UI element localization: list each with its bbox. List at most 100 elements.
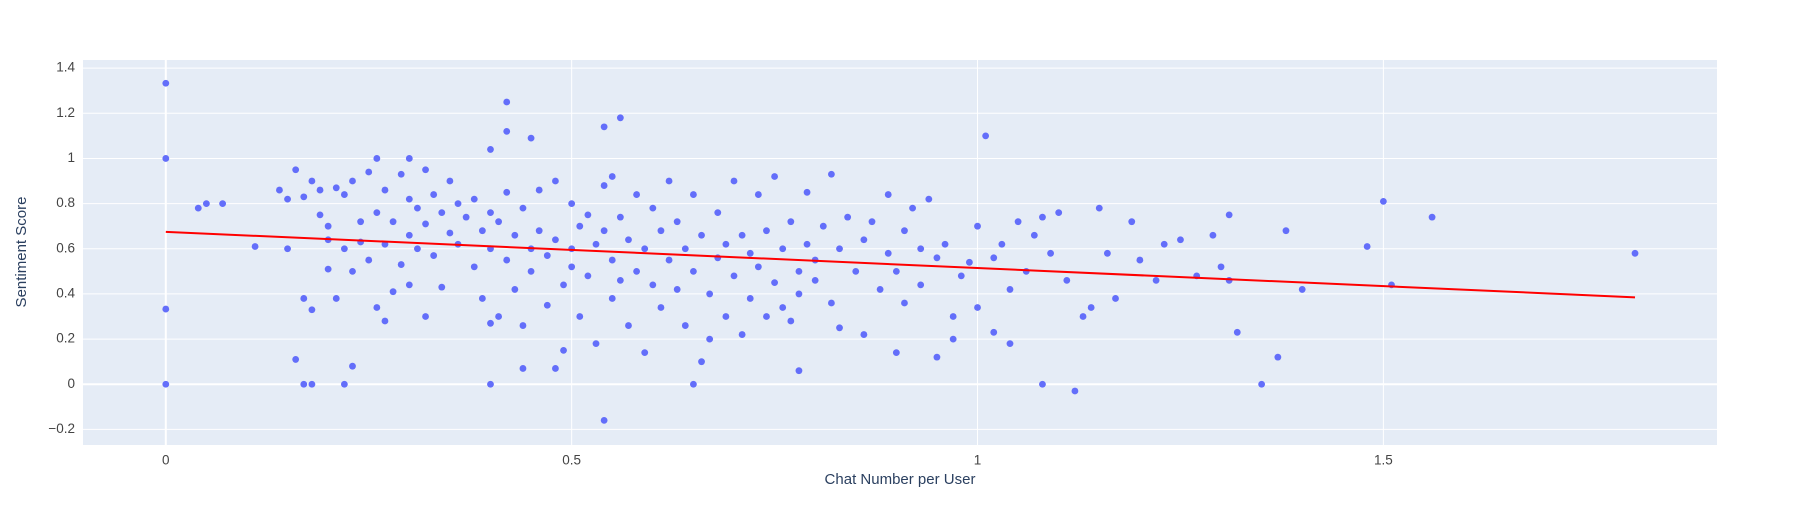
scatter-point	[957, 272, 965, 280]
scatter-point	[340, 245, 348, 253]
scatter-point	[470, 263, 478, 271]
scatter-point	[503, 188, 511, 196]
scatter-point	[292, 166, 300, 174]
scatter-point	[706, 335, 714, 343]
y-tick-label: 1	[67, 150, 75, 165]
scatter-point	[698, 358, 705, 366]
scatter-point	[1071, 387, 1079, 395]
scatter-point	[292, 356, 300, 363]
scatter-point	[414, 245, 421, 253]
scatter-point	[836, 245, 843, 253]
scatter-point	[568, 200, 576, 208]
trend-line	[165, 230, 1636, 299]
scatter-point	[454, 200, 462, 208]
scatter-point	[568, 245, 576, 253]
scatter-point	[1363, 243, 1371, 250]
scatter-point	[803, 188, 811, 196]
scatter-point	[714, 209, 722, 217]
scatter-point	[665, 177, 673, 185]
scatter-point	[446, 177, 454, 185]
scatter-point	[649, 281, 657, 289]
scatter-point	[332, 184, 340, 192]
scatter-point	[771, 173, 778, 180]
scatter-point	[901, 227, 908, 235]
scatter-point	[462, 213, 470, 221]
scatter-point	[470, 195, 478, 203]
scatter-point	[763, 227, 770, 235]
scatter-point	[576, 222, 584, 230]
scatter-point	[487, 319, 494, 327]
plot-background	[83, 60, 1717, 445]
scatter-point	[535, 227, 543, 235]
scatter-point	[966, 258, 973, 266]
y-tick-label: 0.6	[56, 240, 75, 255]
scatter-point	[779, 304, 787, 311]
scatter-point	[373, 304, 381, 311]
scatter-point	[690, 380, 697, 388]
scatter-point	[600, 227, 608, 235]
scatter-point	[1039, 213, 1046, 221]
scatter-point	[860, 236, 868, 244]
scatter-point	[608, 173, 616, 180]
scatter-point	[478, 295, 486, 302]
scatter-point	[592, 240, 600, 248]
scatter-point	[527, 134, 535, 142]
scatter-point	[381, 186, 389, 194]
scatter-point	[324, 265, 332, 273]
scatter-point	[1055, 209, 1063, 217]
scatter-point	[828, 170, 835, 178]
scatter-point	[722, 240, 730, 248]
scatter-point	[1209, 231, 1217, 239]
scatter-point	[1128, 218, 1136, 226]
scatter-point	[1152, 276, 1160, 284]
scatter-point	[300, 295, 308, 302]
scatter-point	[560, 346, 567, 354]
scatter-point	[795, 367, 803, 375]
scatter-point	[592, 340, 600, 348]
scatter-point	[162, 79, 170, 87]
scatter-point	[681, 245, 689, 253]
scatter-point	[495, 313, 503, 320]
scatter-point	[446, 229, 454, 237]
scatter-point	[738, 231, 746, 239]
scatter-point	[1225, 276, 1233, 284]
x-tick-label: 1.5	[1374, 453, 1393, 468]
scatter-point	[308, 306, 316, 314]
scatter-point	[389, 218, 397, 226]
scatter-point	[300, 193, 308, 201]
scatter-point	[503, 98, 511, 106]
scatter-point	[779, 245, 787, 253]
scatter-point	[673, 218, 681, 226]
scatter-point	[974, 304, 981, 311]
scatter-point	[365, 168, 373, 176]
scatter-point	[162, 155, 170, 162]
scatter-point	[1177, 236, 1184, 244]
scatter-point	[332, 295, 340, 302]
scatter-point	[219, 200, 227, 208]
y-tick-label: 1.2	[56, 105, 75, 120]
scatter-point	[340, 380, 348, 388]
y-axis-title: Sentiment Score	[13, 197, 30, 308]
scatter-point	[162, 305, 170, 313]
scatter-point	[884, 249, 892, 257]
scatter-point	[349, 267, 356, 275]
scatter-point	[730, 272, 738, 280]
scatter-point	[405, 195, 413, 203]
scatter-point	[405, 231, 413, 239]
scatter-point	[495, 218, 503, 226]
scatter-point	[1039, 380, 1046, 388]
scatter-point	[527, 267, 535, 275]
scatter-point	[917, 281, 925, 289]
scatter-point	[430, 252, 438, 259]
scatter-point	[438, 283, 446, 291]
scatter-point	[828, 299, 835, 307]
scatter-point	[1282, 227, 1290, 235]
scatter-point	[746, 249, 754, 257]
scatter-point	[284, 245, 291, 253]
scatter-point	[787, 317, 795, 325]
scatter-point	[600, 123, 608, 131]
scatter-point	[625, 236, 632, 244]
scatter-point	[1217, 263, 1225, 271]
scatter-point	[430, 191, 438, 198]
